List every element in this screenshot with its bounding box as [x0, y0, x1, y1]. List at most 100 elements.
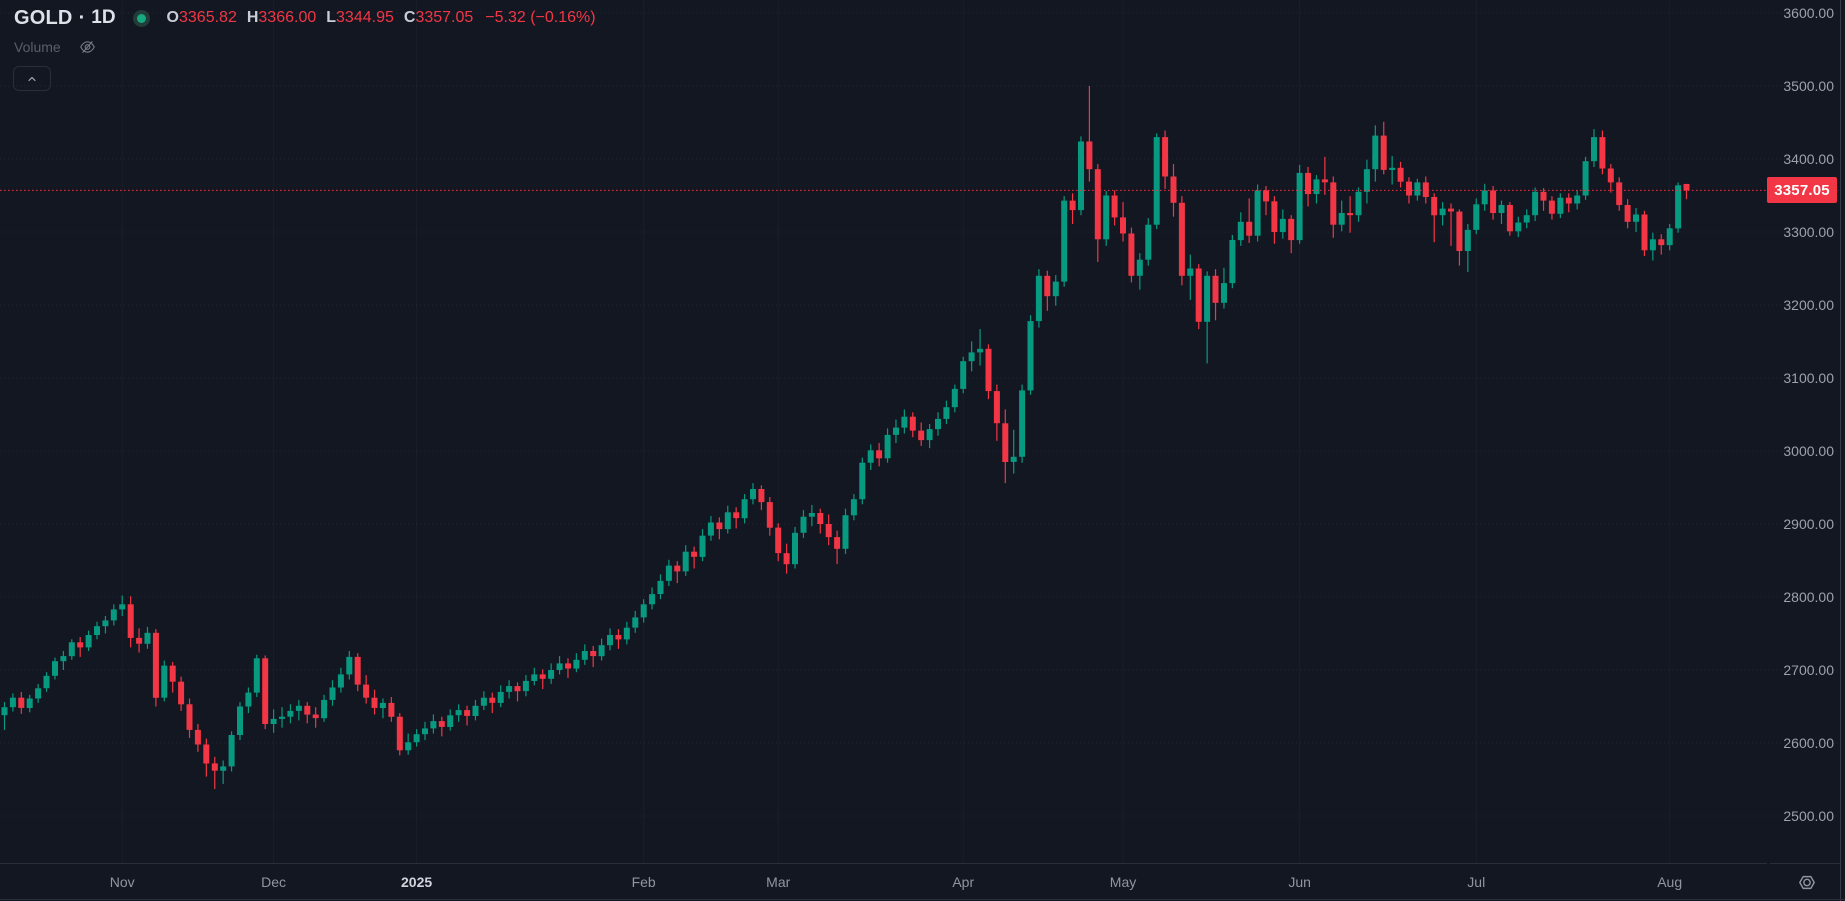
candle: [1616, 177, 1623, 211]
candle: [1052, 275, 1059, 306]
candle: [750, 483, 756, 505]
candle: [1338, 200, 1345, 232]
candle: [1574, 190, 1581, 210]
candle: [413, 729, 420, 747]
candle: [1397, 161, 1404, 188]
candle: [1136, 253, 1143, 290]
candle: [1170, 164, 1177, 217]
candle: [573, 653, 580, 673]
time-axis-label-jun: Jun: [1288, 874, 1311, 890]
candle: [1254, 184, 1261, 242]
candle: [909, 412, 916, 438]
candle: [682, 545, 689, 576]
hexagon-gear-icon: [1798, 875, 1815, 889]
candle: [1431, 193, 1438, 243]
candle: [951, 384, 958, 413]
candle: [522, 675, 529, 697]
candle: [1683, 183, 1690, 200]
candle: [1498, 200, 1505, 224]
candle: [1296, 164, 1303, 244]
candle: [581, 644, 588, 665]
candle: [1162, 130, 1169, 189]
candle: [901, 409, 908, 434]
candle: [1473, 198, 1480, 235]
candle: [270, 709, 277, 733]
symbol-title[interactable]: GOLD: [14, 6, 73, 29]
candle: [1439, 202, 1446, 226]
candle: [1624, 199, 1631, 229]
candle: [18, 691, 25, 714]
candle: [1548, 196, 1555, 220]
candle: [1532, 187, 1539, 221]
chart-pane[interactable]: [0, 0, 1840, 863]
candle: [615, 629, 622, 649]
candle: [968, 341, 975, 372]
price-axis[interactable]: 3600.00 3500.00 3400.00 3300.00 3200.00 3100.…: [1770, 0, 1845, 863]
candle: [556, 656, 563, 675]
candle: [1078, 136, 1084, 216]
candle: [1069, 193, 1076, 224]
close-value: C3357.05: [403, 9, 474, 26]
time-axis-label-jul: Jul: [1467, 874, 1486, 890]
change-value: −5.32 (−0.16%): [485, 9, 596, 26]
candle: [632, 610, 639, 633]
candle: [85, 630, 92, 651]
time-axis-label-feb: Feb: [631, 874, 656, 890]
candle: [1633, 207, 1639, 232]
candle: [472, 699, 479, 721]
corner-border: [1770, 863, 1840, 864]
collapse-pane-button[interactable]: [13, 66, 51, 91]
time-axis-label-dec: Dec: [261, 874, 287, 890]
candle: [565, 658, 571, 678]
candle: [1330, 176, 1337, 238]
price-tick-label: 3500.00: [1783, 78, 1834, 94]
candle: [438, 716, 445, 737]
candle: [371, 689, 378, 715]
low-value: L3344.95: [326, 9, 394, 26]
price-tick-label: 3300.00: [1783, 224, 1834, 240]
candle: [926, 424, 933, 449]
candle: [220, 760, 227, 784]
candle: [1002, 409, 1009, 484]
candle: [1540, 188, 1547, 211]
candle: [640, 599, 647, 623]
price-tick-label: 2700.00: [1783, 662, 1834, 678]
candle: [186, 698, 193, 738]
chart-canvas[interactable]: [0, 0, 1840, 863]
hide-indicator-button[interactable]: [77, 38, 98, 56]
candle: [152, 629, 159, 707]
candle: [1481, 183, 1488, 211]
axis-settings-button[interactable]: [1793, 869, 1820, 895]
candle: [1195, 264, 1202, 330]
candle: [825, 514, 832, 546]
candle: [741, 494, 748, 524]
candle: [379, 698, 386, 719]
candle: [850, 494, 857, 521]
time-axis[interactable]: Nov Dec 2025 Feb Mar Apr May Jun Jul Aug: [0, 863, 1840, 901]
candle: [1145, 218, 1152, 266]
candle: [464, 705, 471, 726]
timeframe-label[interactable]: 1D: [91, 7, 116, 28]
candle: [1649, 232, 1656, 261]
price-tick-label: 2600.00: [1783, 735, 1834, 751]
candle: [1187, 254, 1194, 300]
candle: [1019, 384, 1026, 463]
candle: [346, 651, 353, 680]
candle: [102, 616, 109, 634]
candle: [136, 628, 143, 653]
candle: [287, 704, 294, 724]
market-status-dot: [136, 13, 146, 23]
candle: [1153, 133, 1160, 230]
candle: [893, 419, 899, 443]
candle: [1103, 191, 1110, 246]
time-axis-label-mar: Mar: [766, 874, 791, 890]
time-axis-label-may: May: [1109, 874, 1137, 890]
candle: [119, 595, 126, 616]
price-tick-label: 3100.00: [1783, 370, 1834, 386]
candle: [1591, 129, 1597, 167]
symbol-separator: ·: [78, 6, 86, 29]
price-tick-label: 3600.00: [1783, 5, 1834, 21]
candle: [1263, 186, 1269, 216]
candle: [237, 702, 243, 741]
